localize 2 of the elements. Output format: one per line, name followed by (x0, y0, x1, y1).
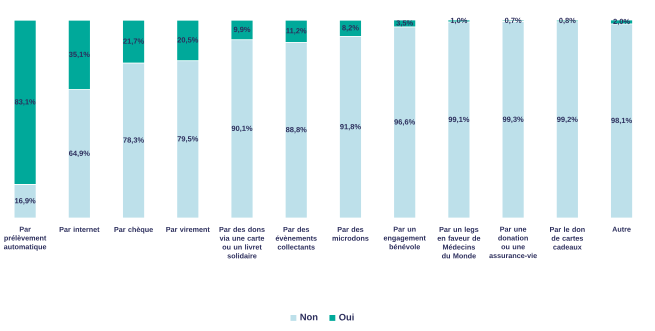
legend-label: Oui (339, 314, 354, 321)
legend-label: Non (300, 314, 318, 320)
